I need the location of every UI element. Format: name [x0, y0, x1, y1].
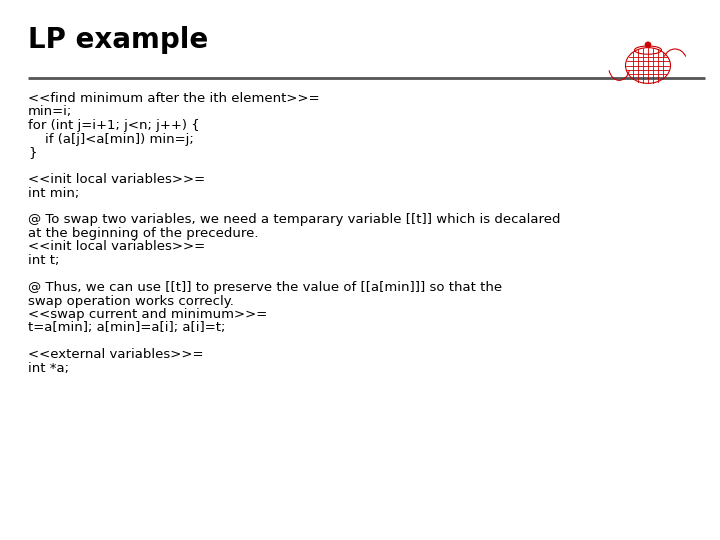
Text: @ Thus, we can use [[t]] to preserve the value of [[a[min]]] so that the: @ Thus, we can use [[t]] to preserve the…	[28, 281, 502, 294]
Ellipse shape	[645, 42, 651, 48]
Text: <<swap current and minimum>>=: <<swap current and minimum>>=	[28, 308, 267, 321]
Text: <<init local variables>>=: <<init local variables>>=	[28, 173, 205, 186]
Text: int *a;: int *a;	[28, 362, 69, 375]
Text: t=a[min]; a[min]=a[i]; a[i]=t;: t=a[min]; a[min]=a[i]; a[i]=t;	[28, 321, 225, 334]
Text: LP example: LP example	[28, 26, 208, 54]
Text: at the beginning of the precedure.: at the beginning of the precedure.	[28, 227, 258, 240]
Text: int t;: int t;	[28, 254, 59, 267]
Text: <<external variables>>=: <<external variables>>=	[28, 348, 204, 361]
Text: <<init local variables>>=: <<init local variables>>=	[28, 240, 205, 253]
Text: @ To swap two variables, we need a temparary variable [[t]] which is decalared: @ To swap two variables, we need a tempa…	[28, 213, 560, 226]
Text: <<find minimum after the ith element>>=: <<find minimum after the ith element>>=	[28, 92, 320, 105]
Text: swap operation works correcly.: swap operation works correcly.	[28, 294, 234, 307]
Text: min=i;: min=i;	[28, 105, 72, 118]
Text: }: }	[28, 146, 37, 159]
Text: for (int j=i+1; j<n; j++) {: for (int j=i+1; j<n; j++) {	[28, 119, 199, 132]
Text: if (a[j]<a[min]) min=j;: if (a[j]<a[min]) min=j;	[28, 132, 194, 145]
Text: int min;: int min;	[28, 186, 79, 199]
